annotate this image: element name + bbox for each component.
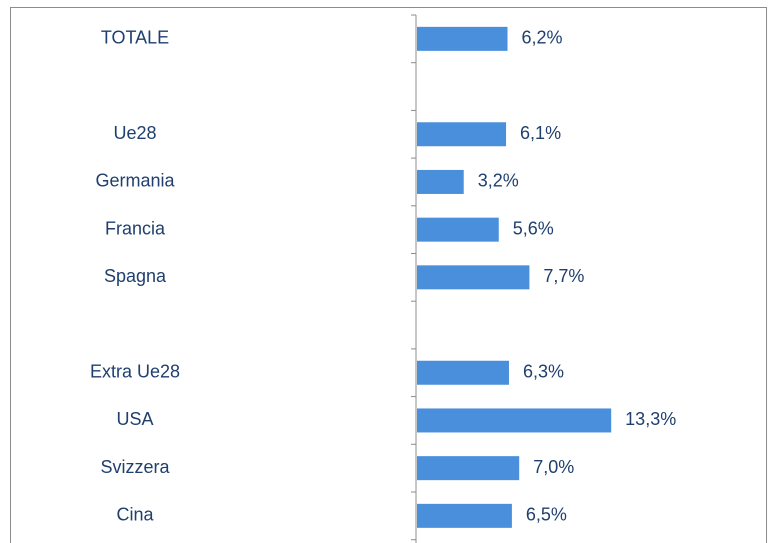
value-label: 6,5%: [526, 505, 567, 525]
category-label: Extra Ue28: [90, 362, 180, 382]
chart-frame: [10, 7, 767, 543]
value-label: 6,1%: [520, 123, 561, 143]
category-label: Spagna: [104, 266, 167, 286]
bar: [417, 26, 508, 51]
category-label: Ue28: [113, 123, 156, 143]
bar: [417, 265, 530, 290]
bar: [417, 503, 512, 528]
value-label: 13,3%: [625, 409, 676, 429]
bar: [417, 217, 499, 242]
value-label: 6,3%: [523, 362, 564, 382]
bar: [417, 122, 507, 147]
category-label: Cina: [116, 505, 154, 525]
category-label: Svizzera: [100, 457, 170, 477]
value-label: 7,0%: [533, 457, 574, 477]
value-label: 5,6%: [513, 218, 554, 238]
bar: [417, 169, 464, 194]
category-label: TOTALE: [101, 28, 169, 48]
bar: [417, 408, 612, 433]
value-label: 3,2%: [478, 171, 519, 191]
category-label: Francia: [105, 218, 166, 238]
value-label: 6,2%: [522, 28, 563, 48]
bar: [417, 456, 520, 481]
category-label: Germania: [95, 171, 175, 191]
category-label: USA: [116, 409, 153, 429]
value-label: 7,7%: [543, 266, 584, 286]
bar: [417, 360, 509, 385]
